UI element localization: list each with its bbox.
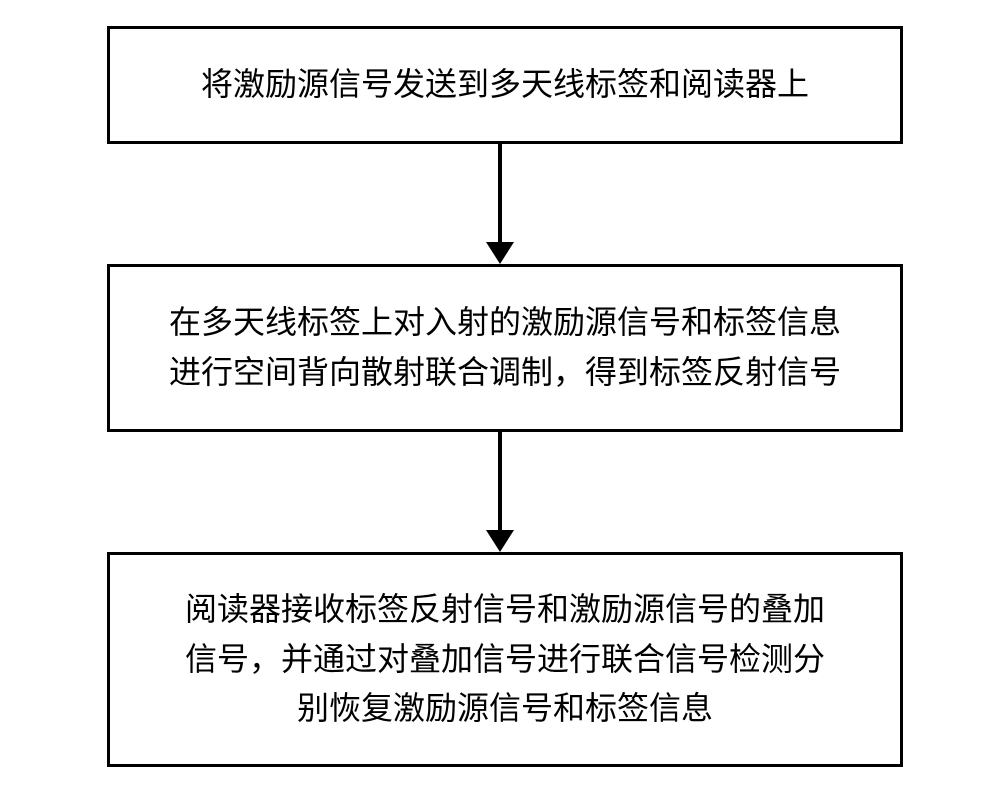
arrow-2-line [498,432,502,530]
flow-box-3: 阅读器接收标签反射信号和激励源信号的叠加 信号，并通过对叠加信号进行联合信号检测… [107,552,903,767]
flow-box-2: 在多天线标签上对入射的激励源信号和标签信息 进行空间背向散射联合调制，得到标签反… [107,264,903,432]
arrow-1-head [486,242,514,264]
arrow-1-line [498,144,502,242]
flow-box-1-text: 将激励源信号发送到多天线标签和阅读器上 [193,60,817,110]
arrow-2 [486,432,514,552]
arrow-1 [486,144,514,264]
flow-box-3-text: 阅读器接收标签反射信号和激励源信号的叠加 信号，并通过对叠加信号进行联合信号检测… [177,585,833,734]
flow-box-2-text: 在多天线标签上对入射的激励源信号和标签信息 进行空间背向散射联合调制，得到标签反… [161,298,849,397]
arrow-2-head [486,530,514,552]
flow-box-1: 将激励源信号发送到多天线标签和阅读器上 [107,26,903,144]
